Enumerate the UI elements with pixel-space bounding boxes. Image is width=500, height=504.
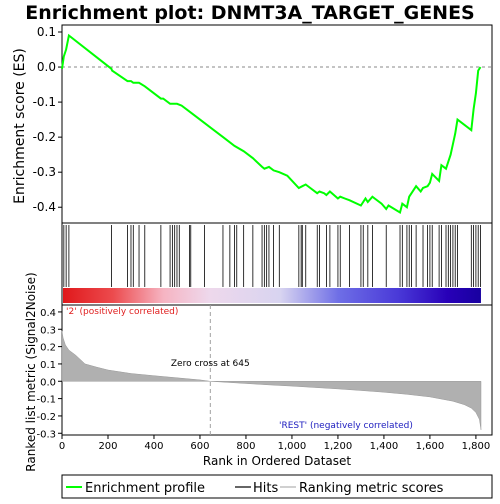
metric-y-tick-label: 0.3 <box>40 325 56 336</box>
metric-x-tick-label: 1,000 <box>278 441 307 452</box>
es-y-tick-label: -0.2 <box>33 130 56 144</box>
metric-x-axis: 0 200 400 600 800 1,000 1,200 1,400 1,600 1,800 <box>59 435 490 452</box>
legend-label-hits: Hits <box>253 481 278 496</box>
metric-x-tick-label: 0 <box>59 441 65 452</box>
metric-y-tick-label: 0.4 <box>40 308 56 319</box>
metric-plot-frame <box>61 304 493 436</box>
metric-x-tick-label: 800 <box>236 441 255 452</box>
metric-x-tick-label: 1,400 <box>370 441 399 452</box>
metric-y-tick-label: -0.3 <box>36 429 56 440</box>
metric-y-tick-label: 0.1 <box>40 360 56 371</box>
metric-y-tick-label: -0.1 <box>36 395 56 406</box>
metric-x-tick-label: 400 <box>144 441 163 452</box>
metric-panel: Zero cross at 645 '2' (positively correl… <box>24 272 493 472</box>
es-plot-frame <box>61 24 493 224</box>
es-y-tick-label: -0.4 <box>33 200 56 214</box>
metric-x-tick-label: 1,200 <box>324 441 353 452</box>
metric-y-tick-label: 0.0 <box>40 377 56 388</box>
metric-x-tick-label: 1,800 <box>462 441 491 452</box>
positive-correlation-label: '2' (positively correlated) <box>66 307 178 317</box>
legend-label-enrichment: Enrichment profile <box>85 481 205 496</box>
es-y-tick-label: -0.3 <box>33 165 56 179</box>
hit-ticks <box>63 225 481 287</box>
es-y-axis-label: Enrichment score (ES) <box>12 48 28 204</box>
chart-title: Enrichment plot: DNMT3A_TARGET_GENES <box>25 2 475 24</box>
metric-x-tick-label: 200 <box>98 441 117 452</box>
legend: Enrichment profile Hits Ranking metric s… <box>61 474 493 499</box>
metric-y-tick-label: 0.2 <box>40 343 56 354</box>
legend-frame <box>61 474 493 499</box>
hits-panel <box>61 222 493 306</box>
ranking-color-bar <box>63 288 481 303</box>
metric-y-tick-label: -0.2 <box>36 412 56 423</box>
es-y-axis: 0.1 0.0 -0.1 -0.2 -0.3 -0.4 <box>33 25 62 214</box>
es-y-tick-label: 0.1 <box>37 25 56 39</box>
enrichment-profile-line <box>61 33 482 215</box>
negative-correlation-label: 'REST' (negatively correlated) <box>279 421 413 431</box>
es-y-tick-label: 0.0 <box>37 60 56 74</box>
metric-y-axis: 0.4 0.3 0.2 0.1 0.0 -0.1 -0.2 -0.3 <box>36 308 62 440</box>
es-y-tick-label: -0.1 <box>33 95 56 109</box>
metric-y-axis-label: Ranked list metric (Signal2Noise) <box>24 272 38 471</box>
es-panel: 0.1 0.0 -0.1 -0.2 -0.3 -0.4 Enrichment score … <box>12 24 493 224</box>
legend-label-ranking: Ranking metric scores <box>299 481 444 496</box>
zero-cross-label: Zero cross at 645 <box>171 359 250 369</box>
metric-x-tick-label: 600 <box>190 441 209 452</box>
x-axis-label: Rank in Ordered Dataset <box>203 454 351 468</box>
ranking-metric-area <box>61 330 482 430</box>
metric-x-tick-label: 1,600 <box>416 441 445 452</box>
